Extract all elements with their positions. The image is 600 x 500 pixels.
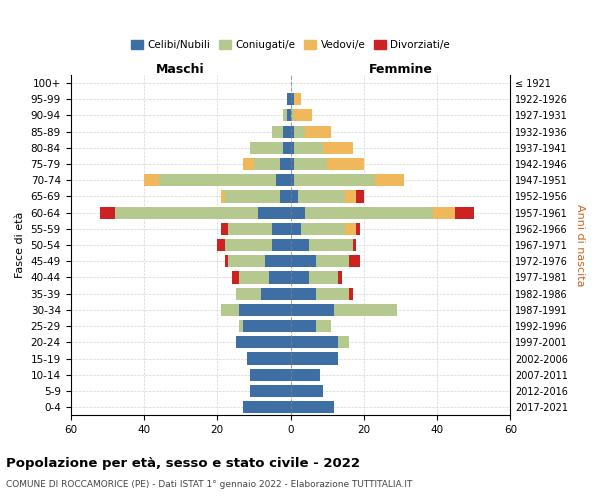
- Bar: [283, 110, 287, 122]
- Bar: [338, 272, 342, 283]
- Bar: [294, 158, 327, 170]
- Y-axis label: Anni di nascita: Anni di nascita: [575, 204, 585, 286]
- Bar: [250, 142, 283, 154]
- Text: COMUNE DI ROCCAMORICE (PE) - Dati ISTAT 1° gennaio 2022 - Elaborazione TUTTITALI: COMUNE DI ROCCAMORICE (PE) - Dati ISTAT …: [6, 480, 412, 489]
- Bar: [287, 110, 290, 122]
- Bar: [243, 158, 254, 170]
- Bar: [433, 206, 455, 218]
- Bar: [221, 190, 224, 202]
- Bar: [290, 320, 316, 332]
- Bar: [228, 255, 265, 268]
- Bar: [290, 158, 294, 170]
- Bar: [290, 368, 320, 381]
- Bar: [290, 401, 334, 413]
- Text: Maschi: Maschi: [156, 62, 205, 76]
- Bar: [257, 206, 290, 218]
- Bar: [283, 142, 290, 154]
- Bar: [261, 288, 290, 300]
- Bar: [349, 288, 353, 300]
- Bar: [224, 255, 228, 268]
- Bar: [217, 239, 224, 251]
- Bar: [265, 255, 290, 268]
- Bar: [309, 272, 338, 283]
- Bar: [346, 190, 356, 202]
- Bar: [290, 255, 316, 268]
- Bar: [455, 206, 474, 218]
- Bar: [290, 174, 294, 186]
- Bar: [349, 255, 360, 268]
- Bar: [290, 206, 305, 218]
- Text: Popolazione per età, sesso e stato civile - 2022: Popolazione per età, sesso e stato civil…: [6, 458, 360, 470]
- Bar: [287, 93, 290, 105]
- Y-axis label: Fasce di età: Fasce di età: [15, 212, 25, 278]
- Bar: [356, 190, 364, 202]
- Bar: [305, 206, 433, 218]
- Bar: [100, 206, 115, 218]
- Bar: [280, 158, 290, 170]
- Bar: [290, 352, 338, 364]
- Bar: [236, 336, 290, 348]
- Bar: [338, 336, 349, 348]
- Bar: [375, 174, 404, 186]
- Bar: [290, 272, 309, 283]
- Bar: [290, 288, 316, 300]
- Bar: [294, 93, 301, 105]
- Bar: [327, 158, 364, 170]
- Bar: [294, 110, 313, 122]
- Bar: [236, 288, 261, 300]
- Bar: [239, 320, 243, 332]
- Bar: [239, 304, 290, 316]
- Bar: [228, 223, 272, 235]
- Bar: [272, 223, 290, 235]
- Bar: [269, 272, 290, 283]
- Bar: [290, 110, 294, 122]
- Bar: [276, 174, 290, 186]
- Bar: [250, 368, 290, 381]
- Bar: [272, 126, 283, 138]
- Bar: [250, 385, 290, 397]
- Bar: [247, 352, 290, 364]
- Bar: [298, 190, 346, 202]
- Bar: [144, 174, 158, 186]
- Bar: [356, 223, 360, 235]
- Bar: [290, 223, 301, 235]
- Bar: [316, 320, 331, 332]
- Bar: [158, 174, 276, 186]
- Bar: [316, 288, 349, 300]
- Bar: [290, 142, 294, 154]
- Bar: [290, 239, 309, 251]
- Bar: [290, 385, 323, 397]
- Text: Femmine: Femmine: [368, 62, 433, 76]
- Bar: [290, 336, 338, 348]
- Bar: [290, 126, 294, 138]
- Bar: [115, 206, 257, 218]
- Bar: [323, 142, 353, 154]
- Bar: [309, 239, 353, 251]
- Bar: [283, 126, 290, 138]
- Bar: [294, 126, 305, 138]
- Bar: [272, 239, 290, 251]
- Bar: [334, 304, 397, 316]
- Legend: Celibi/Nubili, Coniugati/e, Vedovi/e, Divorziati/e: Celibi/Nubili, Coniugati/e, Vedovi/e, Di…: [127, 36, 454, 54]
- Bar: [346, 223, 356, 235]
- Bar: [243, 320, 290, 332]
- Bar: [290, 93, 294, 105]
- Bar: [353, 239, 356, 251]
- Bar: [301, 223, 346, 235]
- Bar: [224, 239, 272, 251]
- Bar: [280, 190, 290, 202]
- Bar: [294, 142, 323, 154]
- Bar: [224, 190, 280, 202]
- Bar: [294, 174, 375, 186]
- Bar: [243, 401, 290, 413]
- Bar: [290, 304, 334, 316]
- Bar: [232, 272, 239, 283]
- Bar: [221, 304, 239, 316]
- Bar: [239, 272, 269, 283]
- Bar: [305, 126, 331, 138]
- Bar: [290, 190, 298, 202]
- Bar: [221, 223, 228, 235]
- Bar: [254, 158, 280, 170]
- Bar: [316, 255, 349, 268]
